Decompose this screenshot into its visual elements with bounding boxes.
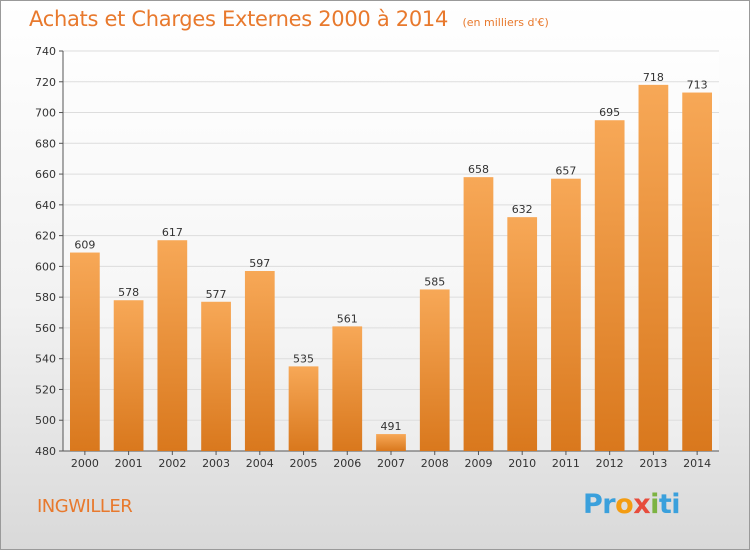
location-label: INGWILLER (37, 496, 133, 517)
x-tick-label: 2012 (596, 457, 624, 470)
bar (201, 301, 231, 451)
data-label: 658 (468, 163, 489, 176)
proxiti-logo: Proxiti (583, 489, 681, 520)
x-tick-label: 2014 (683, 457, 711, 470)
bar (113, 300, 144, 451)
x-tick-label: 2003 (202, 457, 230, 470)
bar (288, 366, 319, 451)
logo-letter: x (633, 489, 651, 520)
x-tick-label: 2013 (639, 457, 667, 470)
data-label: 632 (512, 203, 533, 216)
logo-letter: o (615, 489, 634, 520)
y-tick-label: 500 (35, 414, 56, 427)
y-tick-label: 560 (35, 322, 56, 335)
logo-letter: t (658, 489, 672, 520)
bar (594, 120, 625, 451)
data-label: 491 (381, 420, 402, 433)
y-tick-label: 600 (35, 260, 56, 273)
logo-letter: i (650, 489, 659, 520)
data-label: 609 (74, 239, 95, 252)
y-tick-label: 740 (35, 45, 56, 58)
x-tick-label: 2006 (333, 457, 361, 470)
bar (682, 92, 713, 452)
data-label: 718 (643, 71, 664, 84)
y-tick-label: 580 (35, 291, 56, 304)
bar (244, 271, 275, 451)
bar (551, 178, 581, 451)
data-label: 585 (424, 275, 445, 288)
chart-header: Achats et Charges Externes 2000 à 2014 (… (29, 7, 549, 31)
x-tick-label: 2010 (508, 457, 536, 470)
data-label: 713 (687, 79, 708, 92)
y-tick-label: 720 (35, 76, 56, 89)
data-label: 695 (599, 106, 620, 119)
logo-letter: P (583, 489, 603, 520)
data-label: 561 (337, 312, 358, 325)
bar (332, 326, 363, 451)
y-tick-label: 660 (35, 168, 56, 181)
y-tick-label: 480 (35, 445, 56, 458)
bar (376, 434, 406, 451)
data-label: 597 (249, 257, 270, 270)
data-label: 578 (118, 286, 139, 299)
logo-letter: r (602, 489, 616, 520)
bar (419, 289, 450, 451)
x-tick-label: 2004 (246, 457, 274, 470)
y-tick-label: 520 (35, 383, 56, 396)
x-tick-label: 2005 (290, 457, 318, 470)
data-label: 617 (162, 226, 183, 239)
bar (638, 84, 669, 451)
x-tick-label: 2000 (71, 457, 99, 470)
x-tick-label: 2001 (115, 457, 143, 470)
y-tick-label: 640 (35, 199, 56, 212)
chart-title: Achats et Charges Externes 2000 à 2014 (29, 7, 449, 31)
y-tick-label: 700 (35, 107, 56, 120)
x-tick-label: 2011 (552, 457, 580, 470)
logo-letter: i (671, 489, 681, 520)
bar (463, 177, 494, 451)
chart-subtitle: (en milliers d'€) (462, 16, 549, 29)
y-tick-label: 540 (35, 353, 56, 366)
y-tick-label: 620 (35, 230, 56, 243)
x-tick-label: 2007 (377, 457, 405, 470)
data-label: 535 (293, 352, 314, 365)
x-tick-label: 2002 (158, 457, 186, 470)
x-tick-label: 2009 (464, 457, 492, 470)
data-label: 577 (206, 288, 227, 301)
x-tick-label: 2008 (421, 457, 449, 470)
data-label: 657 (555, 165, 576, 178)
bar (157, 240, 188, 451)
bar (507, 217, 538, 451)
y-tick-label: 680 (35, 137, 56, 150)
bar (69, 252, 100, 451)
